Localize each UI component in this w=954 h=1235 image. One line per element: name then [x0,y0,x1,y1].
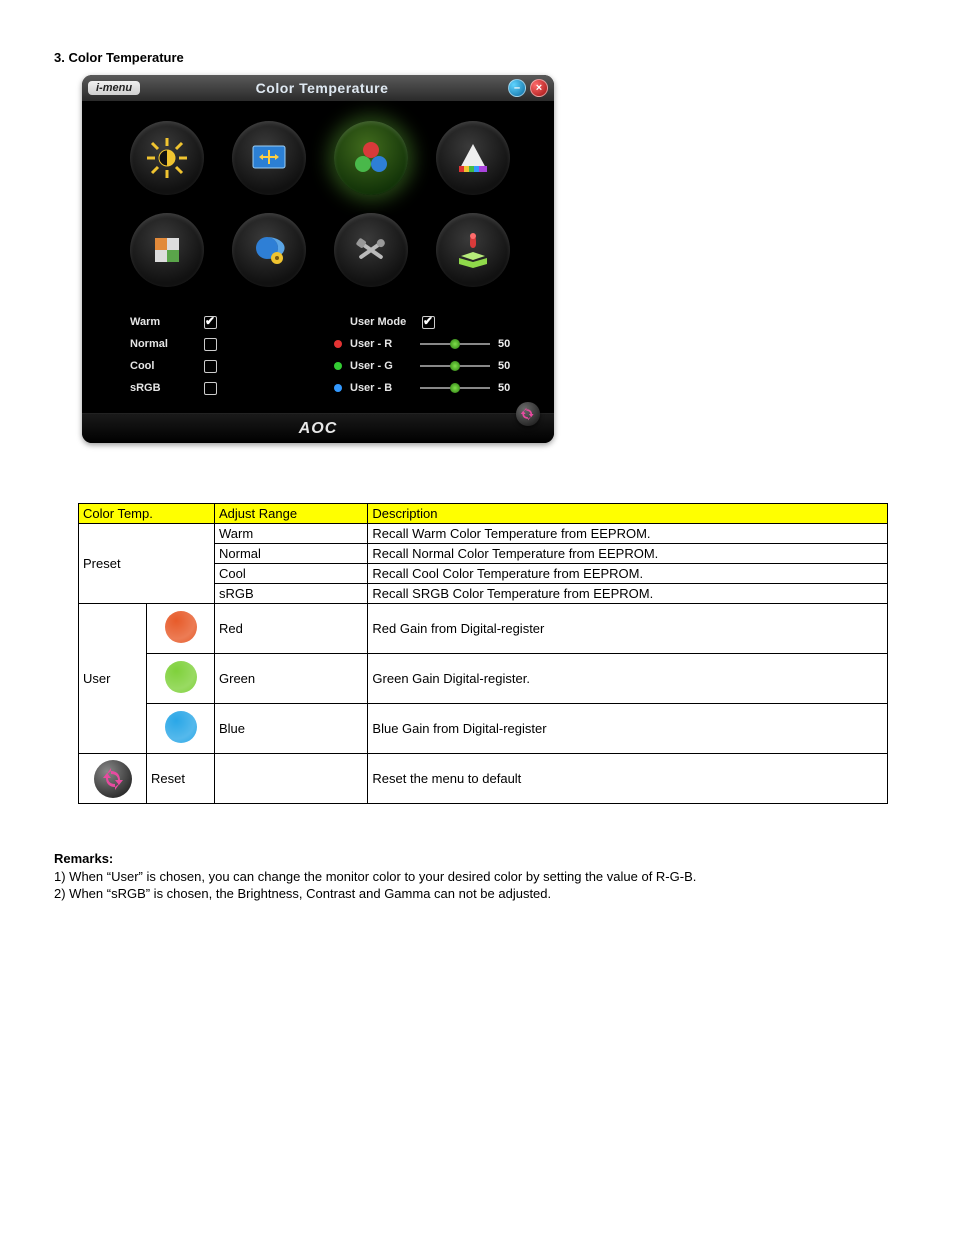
slider[interactable] [420,387,490,389]
cell-swatch [147,604,215,654]
osd-setup-icon[interactable] [232,213,306,287]
cell-desc: Reset the menu to default [368,754,888,804]
slider[interactable] [420,365,490,367]
image-setup-icon[interactable] [232,121,306,195]
slider-value: 50 [498,338,522,350]
cell-reset-icon [79,754,147,804]
cell-range: Warm [215,524,368,544]
reset-icon [94,760,132,798]
osd-titlebar: i-menu Color Temperature – × [82,75,554,101]
cell-swatch [147,654,215,704]
preset-row[interactable]: Cool [130,355,326,377]
minimize-icon[interactable]: – [508,79,526,97]
exit-icon[interactable] [436,213,510,287]
brand-logo: AOC [299,420,338,438]
table-row: GreenGreen Gain Digital-register. [79,654,888,704]
osd-controls: Warm Normal Cool sRGB User Mode User - R… [102,299,534,403]
cell-preset-label: Preset [79,524,215,604]
checkbox-icon[interactable] [204,360,217,373]
channel-dot-icon [334,362,342,370]
cell-desc: Recall Cool Color Temperature from EEPRO… [368,564,888,584]
th-desc: Description [368,504,888,524]
preset-row[interactable]: sRGB [130,377,326,399]
osd-icon-grid [102,115,534,299]
extra-icon[interactable] [334,213,408,287]
cell-desc: Recall Normal Color Temperature from EEP… [368,544,888,564]
cell-range: Blue [215,704,368,754]
osd-footer: AOC [82,413,554,443]
cell-range: Red [215,604,368,654]
cell-desc: Recall SRGB Color Temperature from EEPRO… [368,584,888,604]
osd-body: Warm Normal Cool sRGB User Mode User - R… [82,101,554,413]
cell-range: Green [215,654,368,704]
remarks-section: Remarks: 1) When “User” is chosen, you c… [54,850,904,903]
cell-range: Cool [215,564,368,584]
cell-range [215,754,368,804]
table-row: UserRedRed Gain from Digital-register [79,604,888,654]
close-icon[interactable]: × [530,79,548,97]
user-channel-row[interactable]: User - R 50 [334,333,530,355]
cell-range: Normal [215,544,368,564]
color-temp-icon[interactable] [334,121,408,195]
channel-label: User - G [350,360,420,372]
preset-label: sRGB [130,382,202,394]
cell-range: sRGB [215,584,368,604]
remarks-title: Remarks: [54,850,904,868]
preset-label: Normal [130,338,202,350]
checkbox-icon[interactable] [422,316,435,329]
checkbox-icon[interactable] [204,382,217,395]
th-range: Adjust Range [215,504,368,524]
channel-label: User - B [350,382,420,394]
slider-value: 50 [498,382,522,394]
color-swatch-icon [165,661,197,693]
slider[interactable] [420,343,490,345]
slider-value: 50 [498,360,522,372]
picture-boost-icon[interactable] [130,213,204,287]
cell-desc: Green Gain Digital-register. [368,654,888,704]
color-swatch-icon [165,711,197,743]
th-colortemp: Color Temp. [79,504,215,524]
channel-dot-icon [334,340,342,348]
table-row: BlueBlue Gain from Digital-register [79,704,888,754]
color-swatch-icon [165,611,197,643]
section-heading: 3. Color Temperature [50,50,904,65]
preset-row[interactable]: Normal [130,333,326,355]
menu-chip: i-menu [88,81,140,95]
osd-title: Color Temperature [140,80,504,96]
remarks-line: 2) When “sRGB” is chosen, the Brightness… [54,885,904,903]
cell-reset-label: Reset [147,754,215,804]
table-row: Reset Reset the menu to default [79,754,888,804]
user-channel-row[interactable]: User - G 50 [334,355,530,377]
user-column: User Mode User - R 50 User - G 50 User -… [334,311,530,399]
table-row: PresetWarmRecall Warm Color Temperature … [79,524,888,544]
checkbox-icon[interactable] [204,316,217,329]
cell-desc: Recall Warm Color Temperature from EEPRO… [368,524,888,544]
cell-user-label: User [79,604,147,754]
remarks-line: 1) When “User” is chosen, you can change… [54,868,904,886]
preset-label: Warm [130,316,202,328]
luminance-icon[interactable] [130,121,204,195]
reset-icon[interactable] [516,402,540,426]
osd-window: i-menu Color Temperature – × [82,75,554,443]
color-boost-icon[interactable] [436,121,510,195]
usermode-label: User Mode [350,316,420,328]
preset-label: Cool [130,360,202,372]
table-body: PresetWarmRecall Warm Color Temperature … [79,524,888,804]
user-channel-row[interactable]: User - B 50 [334,377,530,399]
cell-desc: Red Gain from Digital-register [368,604,888,654]
preset-column: Warm Normal Cool sRGB [130,311,326,399]
cell-desc: Blue Gain from Digital-register [368,704,888,754]
cell-swatch [147,704,215,754]
channel-label: User - R [350,338,420,350]
preset-row[interactable]: Warm [130,311,326,333]
channel-dot-icon [334,384,342,392]
checkbox-icon[interactable] [204,338,217,351]
reference-table: Color Temp. Adjust Range Description Pre… [78,503,888,804]
usermode-row[interactable]: User Mode [334,311,530,333]
